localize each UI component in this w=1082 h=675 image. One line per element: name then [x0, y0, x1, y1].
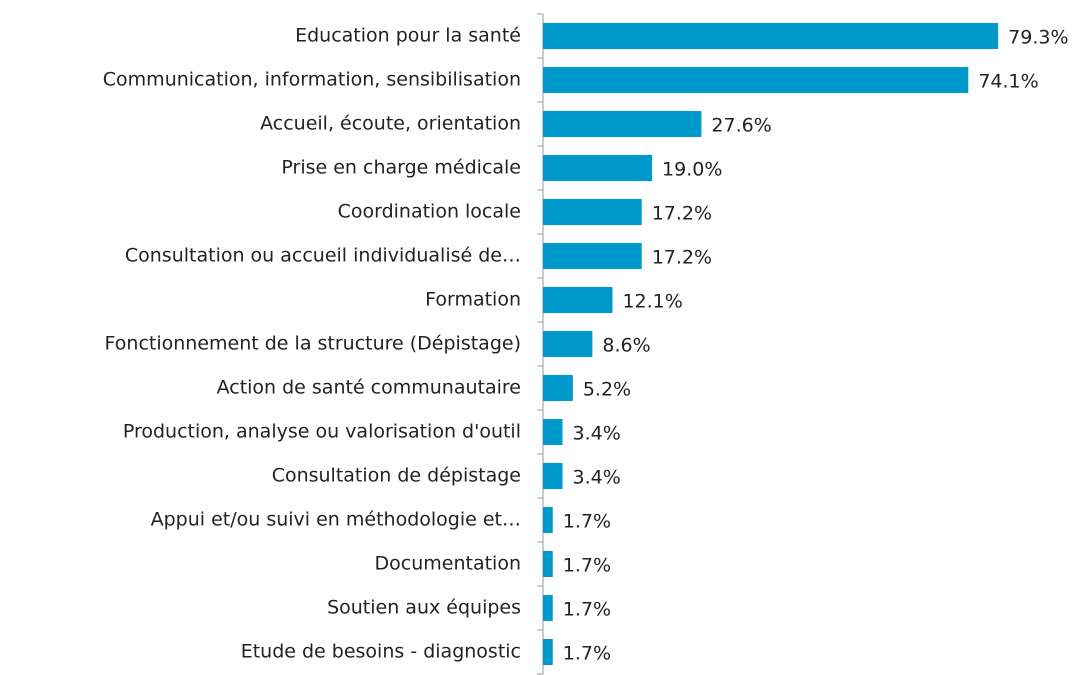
- value-label: 12.1%: [622, 291, 682, 313]
- y-tick-label: Etude de besoins - diagnostic: [241, 641, 521, 663]
- bar: [543, 331, 593, 357]
- bar: [543, 287, 613, 313]
- y-tick-label: Communication, information, sensibilisat…: [103, 69, 521, 91]
- y-tick-label: Prise en charge médicale: [281, 157, 521, 179]
- bar: [543, 111, 702, 137]
- value-label: 17.2%: [652, 247, 712, 269]
- bar: [543, 199, 642, 225]
- value-label: 1.7%: [563, 511, 611, 533]
- y-tick-label: Documentation: [375, 553, 521, 575]
- value-label: 3.4%: [573, 423, 621, 445]
- value-label: 27.6%: [711, 115, 771, 137]
- value-label: 1.7%: [563, 599, 611, 621]
- bar: [543, 375, 573, 401]
- value-label: 1.7%: [563, 555, 611, 577]
- y-tick-label: Formation: [425, 289, 521, 311]
- y-tick-label: Fonctionnement de la structure (Dépistag…: [105, 333, 521, 355]
- bar: [543, 243, 642, 269]
- value-label: 79.3%: [1008, 27, 1068, 49]
- y-tick-label: Education pour la santé: [295, 25, 521, 47]
- value-label: 17.2%: [652, 203, 712, 225]
- y-tick-label: Production, analyse ou valorisation d'ou…: [123, 421, 521, 443]
- bar: [543, 155, 653, 181]
- bar: [543, 639, 553, 665]
- bar: [543, 463, 563, 489]
- bar: [543, 67, 969, 93]
- value-label: 1.7%: [563, 643, 611, 665]
- value-label: 5.2%: [583, 379, 631, 401]
- y-tick-label: Appui et/ou suivi en méthodologie et…: [151, 509, 521, 531]
- y-tick-label: Accueil, écoute, orientation: [260, 113, 521, 135]
- value-label: 8.6%: [602, 335, 650, 357]
- value-label: 74.1%: [978, 71, 1038, 93]
- y-tick-label: Soutien aux équipes: [327, 597, 521, 619]
- y-tick-label: Consultation ou accueil individualisé de…: [125, 245, 521, 267]
- y-tick-label: Action de santé communautaire: [217, 377, 521, 399]
- bar: [543, 419, 563, 445]
- y-tick-label: Coordination locale: [338, 201, 521, 223]
- y-tick-label: Consultation de dépistage: [272, 465, 521, 487]
- bar: [543, 507, 553, 533]
- bar: [543, 595, 553, 621]
- value-label: 3.4%: [573, 467, 621, 489]
- value-label: 19.0%: [662, 159, 722, 181]
- bar: [543, 551, 553, 577]
- bar: [543, 23, 999, 49]
